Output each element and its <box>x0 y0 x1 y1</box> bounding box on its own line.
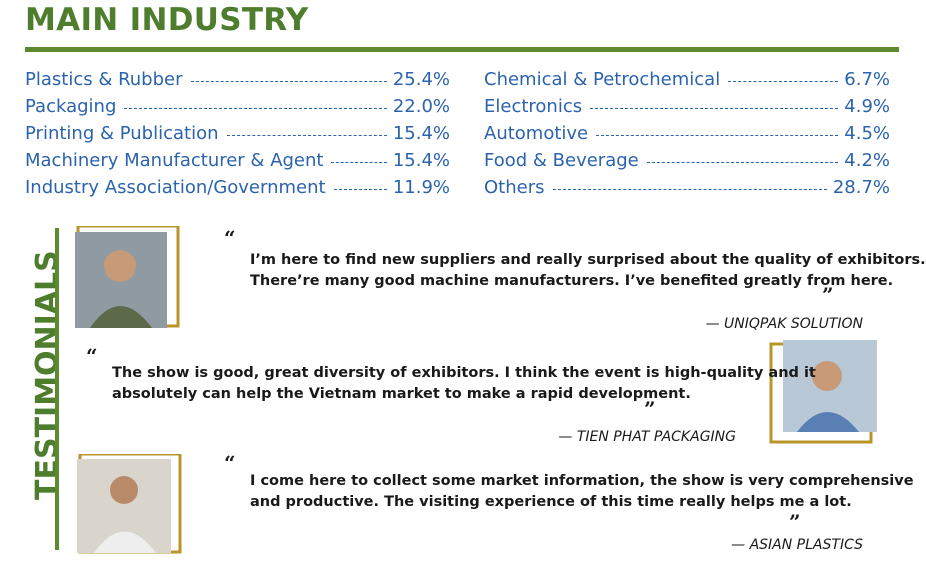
quote-text: and productive. The visiting experience … <box>250 494 852 510</box>
title-rule <box>25 47 899 52</box>
leader <box>190 80 387 82</box>
quote-mark: “ <box>86 344 98 368</box>
industry-label: Automotive <box>484 122 589 144</box>
photo <box>75 226 180 328</box>
quote-text: There’re many good machine manufacturers… <box>250 273 894 289</box>
industry-row: Industry Association/Government 11.9% <box>25 175 450 199</box>
industry-row: Plastics & Rubber 25.4% <box>25 67 450 91</box>
industry-value: 22.0% <box>392 95 450 117</box>
testimonials-heading: TESTIMONIALS <box>30 250 65 500</box>
industry-row: Food & Beverage 4.2% <box>484 148 890 172</box>
quote-mark: ” <box>822 283 834 307</box>
quote-text: absolutely can help the Vietnam market t… <box>112 386 691 402</box>
industry-label: Printing & Publication <box>25 122 219 144</box>
industry-label: Plastics & Rubber <box>25 68 183 90</box>
quote-author: — ASIAN PLASTICS <box>731 537 863 553</box>
quote-mark: “ <box>224 451 236 475</box>
leader <box>333 188 387 190</box>
leader <box>124 107 387 109</box>
industry-value: 15.4% <box>392 149 450 171</box>
industry-value: 4.9% <box>844 95 890 117</box>
industry-value: 28.7% <box>832 176 890 198</box>
industry-label: Electronics <box>484 95 583 117</box>
industry-value: 25.4% <box>392 68 450 90</box>
industry-row: Others 28.7% <box>484 175 890 199</box>
quote-author: — UNIQPAK SOLUTION <box>705 316 863 332</box>
industry-value: 4.5% <box>844 122 890 144</box>
industry-label: Industry Association/Government <box>25 176 326 198</box>
quote-author: — TIEN PHAT PACKAGING <box>558 429 736 445</box>
industry-label: Food & Beverage <box>484 149 639 171</box>
industry-label: Packaging <box>25 95 117 117</box>
industry-label: Machinery Manufacturer & Agent <box>25 149 324 171</box>
leader <box>590 107 839 109</box>
industry-row: Printing & Publication 15.4% <box>25 121 450 145</box>
industry-row: Machinery Manufacturer & Agent 15.4% <box>25 148 450 172</box>
leader <box>646 161 839 163</box>
industry-row: Packaging 22.0% <box>25 94 450 118</box>
leader <box>331 161 387 163</box>
industry-value: 15.4% <box>392 122 450 144</box>
industry-row: Chemical & Petrochemical 6.7% <box>484 67 890 91</box>
section-title: MAIN INDUSTRY <box>25 2 309 38</box>
photo <box>77 454 182 554</box>
quote-mark: “ <box>224 226 236 250</box>
industry-row: Electronics 4.9% <box>484 94 890 118</box>
vertical-rule <box>55 228 59 550</box>
industry-value: 6.7% <box>844 68 890 90</box>
leader <box>596 134 839 136</box>
leader <box>728 80 839 82</box>
industry-label: Chemical & Petrochemical <box>484 68 721 90</box>
quote-text: The show is good, great diversity of exh… <box>112 365 816 381</box>
quote-mark: ” <box>789 510 801 534</box>
industry-value: 11.9% <box>392 176 450 198</box>
quote-text: I’m here to find new suppliers and reall… <box>250 252 926 268</box>
industry-value: 4.2% <box>844 149 890 171</box>
leader <box>552 188 827 190</box>
quote-mark: ” <box>644 397 656 421</box>
quote-text: I come here to collect some market infor… <box>250 473 914 489</box>
leader <box>226 134 387 136</box>
industry-label: Others <box>484 176 545 198</box>
industry-row: Automotive 4.5% <box>484 121 890 145</box>
photo <box>769 340 877 444</box>
